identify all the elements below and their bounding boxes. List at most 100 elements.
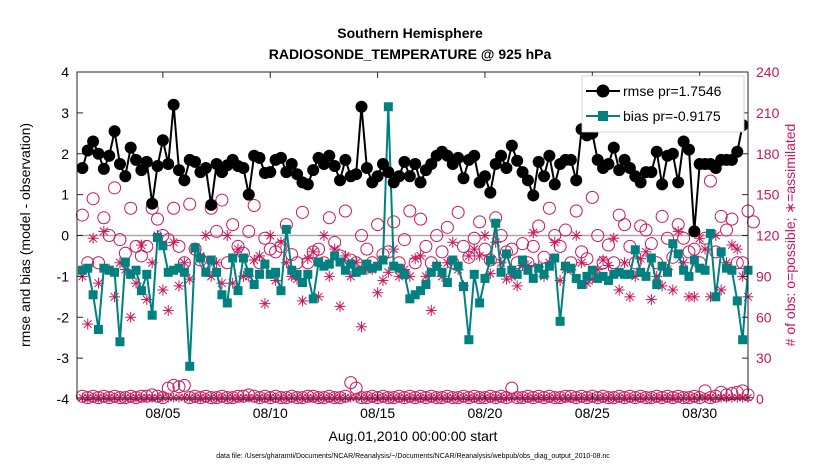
bias-marker bbox=[711, 292, 721, 302]
bias-marker bbox=[577, 280, 587, 290]
rmse-marker bbox=[189, 155, 202, 168]
obs-possible-marker bbox=[91, 256, 105, 270]
bias-marker bbox=[453, 261, 463, 271]
obs-assimilated-marker bbox=[168, 236, 180, 248]
bias-marker bbox=[351, 267, 361, 277]
bias-marker bbox=[480, 273, 490, 283]
bias-marker bbox=[179, 267, 189, 277]
obs-possible-marker bbox=[456, 239, 470, 253]
obs-assimilated-marker bbox=[415, 250, 427, 262]
obs-possible-marker bbox=[97, 211, 111, 225]
bias-marker bbox=[657, 261, 667, 271]
obs-possible-marker bbox=[387, 215, 401, 229]
rmse-marker bbox=[414, 176, 427, 189]
obs-assimilated-marker bbox=[608, 232, 620, 244]
bias-marker bbox=[695, 263, 705, 273]
right-axis: 0 30 60 90 120 150 180 210 240 bbox=[742, 64, 780, 407]
obs-assimilated-marker bbox=[710, 230, 722, 241]
bias-marker bbox=[646, 253, 656, 263]
bias-marker bbox=[340, 265, 350, 275]
bias-marker bbox=[206, 255, 216, 265]
obs-possible-marker bbox=[569, 204, 583, 218]
left-axis-tick-label: -4 bbox=[57, 391, 70, 407]
obs-bottom-possible-marker bbox=[167, 378, 181, 392]
obs-possible-marker bbox=[172, 239, 186, 253]
obs-assimilated-marker bbox=[731, 243, 743, 255]
left-axis-tick-label: 4 bbox=[61, 64, 69, 80]
obs-possible-marker bbox=[644, 237, 658, 251]
bias-marker bbox=[373, 261, 383, 271]
bias-marker bbox=[147, 310, 157, 320]
bias-marker bbox=[126, 269, 136, 279]
bias-marker bbox=[652, 280, 662, 290]
rmse-marker bbox=[452, 151, 465, 164]
bias-marker bbox=[260, 259, 270, 269]
legend-rmse-label: rmse pr=1.7546 bbox=[623, 83, 722, 99]
bias-marker bbox=[603, 275, 613, 285]
obs-bottom-possible-marker bbox=[344, 376, 358, 390]
bias-marker bbox=[464, 335, 474, 345]
right-axis-tick-label: 120 bbox=[756, 228, 780, 244]
rmse-marker bbox=[205, 198, 218, 211]
obs-assimilated-marker bbox=[602, 259, 614, 271]
obs-assimilated-marker bbox=[259, 298, 271, 310]
bias-marker bbox=[641, 271, 651, 281]
bias-marker bbox=[399, 269, 409, 279]
right-axis-tick-label: 30 bbox=[756, 350, 772, 366]
rmse-marker bbox=[548, 178, 561, 191]
rmse-marker bbox=[645, 166, 658, 179]
rmse-marker bbox=[500, 162, 513, 175]
footnote: data file: /Users/gharamti/Documents/NCA… bbox=[216, 453, 610, 460]
rmse-marker bbox=[382, 166, 395, 179]
bias-marker bbox=[544, 261, 554, 271]
obs-possible-marker bbox=[494, 229, 508, 242]
bias-marker bbox=[362, 259, 372, 269]
bias-marker bbox=[330, 251, 340, 261]
right-axis-tick-label: 150 bbox=[756, 187, 780, 203]
obs-assimilated-marker bbox=[468, 243, 480, 255]
rmse-marker bbox=[398, 155, 411, 168]
rmse-marker bbox=[613, 164, 626, 177]
obs-possible-marker bbox=[703, 174, 717, 188]
obs-possible-marker bbox=[736, 256, 750, 270]
obs-assimilated-marker bbox=[672, 225, 684, 237]
obs-assimilated-marker bbox=[479, 230, 491, 241]
rmse-marker bbox=[360, 162, 373, 175]
obs-possible-marker bbox=[360, 242, 374, 256]
x-axis-tick-label: 08/10 bbox=[253, 405, 288, 421]
rmse-marker bbox=[672, 176, 685, 189]
obs-possible-marker bbox=[505, 242, 519, 256]
bias-marker bbox=[169, 265, 179, 275]
bias-marker bbox=[190, 243, 200, 253]
rmse-marker bbox=[409, 157, 422, 170]
rmse-marker bbox=[521, 174, 534, 187]
left-axis-tick-label: 3 bbox=[61, 105, 69, 121]
rmse-marker bbox=[81, 144, 94, 157]
rmse-marker bbox=[532, 155, 545, 168]
obs-assimilated-marker bbox=[688, 291, 700, 303]
bias-marker bbox=[244, 267, 254, 277]
obs-possible-marker bbox=[714, 209, 728, 223]
bias-marker bbox=[228, 253, 238, 263]
obs-assimilated-marker bbox=[318, 230, 330, 241]
bias-marker bbox=[555, 316, 565, 326]
bias-marker bbox=[539, 269, 549, 279]
x-axis-tick-label: 08/25 bbox=[575, 405, 610, 421]
bias-marker bbox=[163, 267, 173, 277]
obs-possible-marker bbox=[677, 231, 691, 245]
obs-assimilated-marker bbox=[527, 227, 539, 239]
bias-marker bbox=[120, 257, 130, 267]
obs-possible-marker bbox=[397, 233, 411, 247]
bias-marker bbox=[700, 265, 710, 275]
rmse-marker bbox=[108, 125, 121, 138]
right-axis-tick-label: 60 bbox=[756, 309, 772, 325]
bias-marker bbox=[625, 269, 635, 279]
right-axis-tick-label: 210 bbox=[756, 105, 780, 121]
bias-marker bbox=[77, 265, 87, 275]
obs-assimilated-marker bbox=[474, 250, 486, 262]
rmse-marker bbox=[339, 153, 352, 166]
rmse-marker bbox=[570, 174, 583, 187]
obs-assimilated-marker bbox=[302, 253, 314, 265]
bias-marker bbox=[716, 247, 726, 257]
